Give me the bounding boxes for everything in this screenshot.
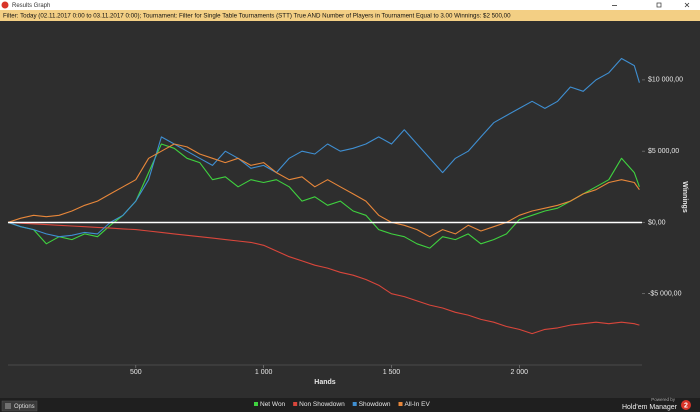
- series-line: [7, 143, 640, 238]
- brand: Hold'em Manager: [622, 404, 678, 411]
- legend-swatch: [398, 402, 403, 406]
- x-tick-label: 2 000: [511, 369, 529, 376]
- y-tick-label: $10 000,00: [648, 77, 683, 84]
- legend-swatch: [293, 402, 298, 406]
- legend-label: Non Showdown: [299, 401, 345, 408]
- y-tick-label: $5 000,00: [648, 148, 679, 155]
- options-icon: [5, 403, 11, 409]
- powered-by: Powered by: [651, 397, 676, 402]
- legend-swatch: [352, 402, 357, 406]
- options-button[interactable]: [1, 400, 38, 412]
- x-tick-label: 500: [130, 369, 142, 376]
- app-icon: [1, 1, 9, 9]
- x-tick-label: 1 000: [255, 369, 273, 376]
- options-label[interactable]: Options: [14, 404, 35, 410]
- close-button[interactable]: [684, 2, 690, 8]
- x-tick-label: 1 500: [383, 369, 401, 376]
- y-tick-label: $0,00: [648, 219, 666, 226]
- legend-label: Net Won: [260, 401, 286, 408]
- legend-swatch: [254, 402, 258, 406]
- footer: [0, 398, 700, 412]
- brand-logo: [681, 400, 691, 410]
- y-tick-label: -$5 000,00: [648, 291, 682, 298]
- legend-label: All-In EV: [405, 401, 431, 408]
- filter-text: Filter: Today (02.11.2017 0:00 to 03.11.…: [3, 13, 511, 20]
- filter-bar: [0, 10, 700, 21]
- brand-number: 2: [684, 402, 688, 409]
- legend-label: Showdown: [359, 401, 391, 408]
- chart-area: [0, 21, 700, 398]
- series-line: [7, 221, 640, 335]
- series-line: [7, 57, 640, 238]
- maximize-button[interactable]: [656, 2, 662, 8]
- y-axis-label: Winnings: [681, 181, 688, 213]
- x-axis-label: Hands: [314, 379, 336, 386]
- title-bar: [0, 0, 700, 10]
- window-title: Results Graph: [12, 3, 50, 9]
